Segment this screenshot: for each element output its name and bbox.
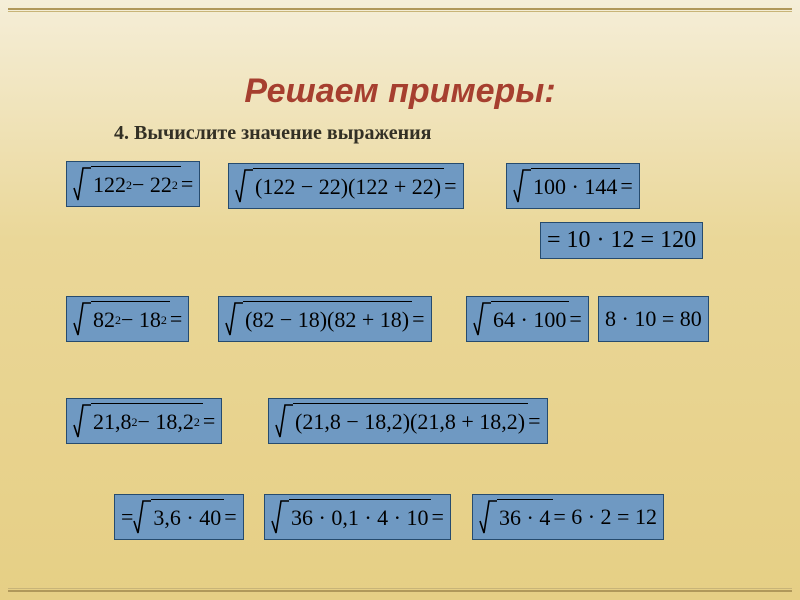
result: = 10 · 12 = 120: [547, 227, 696, 254]
expr-r4-b: 36 · 0,1 · 4 · 10 =: [264, 494, 451, 540]
expr-r1-d: = 10 · 12 = 120: [540, 222, 703, 259]
tail: =: [444, 173, 456, 199]
sqrt-icon: 21,82 − 18,22: [73, 403, 203, 439]
expr-r1-c: 100 · 144 =: [506, 163, 640, 209]
tail: =: [170, 306, 182, 332]
frame-border-bottom: [8, 588, 792, 592]
sqrt-icon: 100 · 144: [513, 168, 620, 204]
sqrt-icon: 64 · 100: [473, 301, 569, 337]
expr-r2-a: 822 − 182 =: [66, 296, 189, 342]
radicand: 36 · 4: [497, 499, 553, 533]
tail: =: [181, 171, 193, 197]
tail: = 6 · 2 = 12: [553, 504, 657, 530]
radicand: (21,8 − 18,2)(21,8 + 18,2): [293, 403, 528, 437]
radicand: 1222 − 222: [91, 166, 181, 200]
sqrt-icon: (122 − 22)(122 + 22): [235, 168, 444, 204]
tail: =: [412, 306, 424, 332]
page-title: Решаем примеры:: [0, 72, 800, 111]
expr-r2-d: 8 · 10 = 80: [598, 296, 709, 342]
sqrt-icon: 1222 − 222: [73, 166, 181, 202]
expr-r1-a: 1222 − 222 =: [66, 161, 200, 207]
sqrt-icon: 822 − 182: [73, 301, 170, 337]
expr-r2-c: 64 · 100 =: [466, 296, 589, 342]
expr-r3-a: 21,82 − 18,22 =: [66, 398, 222, 444]
tail: =: [431, 504, 443, 530]
expr-r4-c: 36 · 4 = 6 · 2 = 12: [472, 494, 664, 540]
sqrt-icon: (82 − 18)(82 + 18): [225, 301, 412, 337]
sqrt-icon: 36 · 4: [479, 499, 553, 535]
sqrt-icon: 36 · 0,1 · 4 · 10: [271, 499, 431, 535]
expr-r3-b: (21,8 − 18,2)(21,8 + 18,2) =: [268, 398, 548, 444]
radicand: (82 − 18)(82 + 18): [243, 301, 412, 335]
tail: =: [620, 173, 632, 199]
radicand: 3,6 · 40: [151, 499, 224, 533]
result: 8 · 10 = 80: [605, 306, 702, 332]
frame-border-top: [8, 8, 792, 12]
expr-r1-b: (122 − 22)(122 + 22) =: [228, 163, 464, 209]
expr-r4-a: = 3,6 · 40 =: [114, 494, 244, 540]
task-subtitle: 4. Вычислите значение выражения: [114, 122, 431, 145]
radicand: 36 · 0,1 · 4 · 10: [289, 499, 431, 533]
radicand: 21,82 − 18,22: [91, 403, 203, 437]
sqrt-icon: 3,6 · 40: [133, 499, 224, 535]
radicand: 822 − 182: [91, 301, 170, 335]
pre: =: [121, 504, 133, 530]
sqrt-icon: (21,8 − 18,2)(21,8 + 18,2): [275, 403, 528, 439]
tail: =: [569, 306, 581, 332]
tail: =: [203, 408, 215, 434]
tail: =: [528, 408, 540, 434]
radicand: (122 − 22)(122 + 22): [253, 168, 444, 202]
expr-r2-b: (82 − 18)(82 + 18) =: [218, 296, 432, 342]
tail: =: [224, 504, 236, 530]
radicand: 100 · 144: [531, 168, 620, 202]
radicand: 64 · 100: [491, 301, 569, 335]
